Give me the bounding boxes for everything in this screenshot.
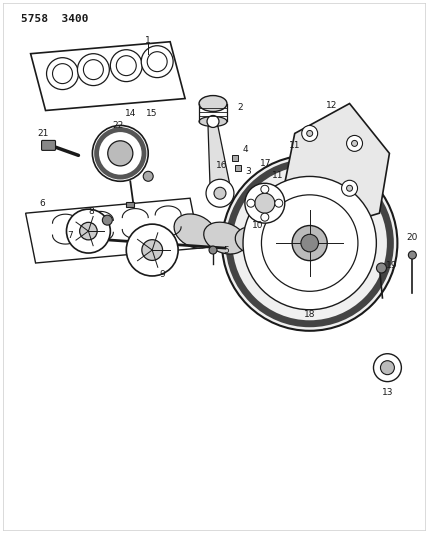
Circle shape (342, 180, 357, 196)
Bar (126, 202, 134, 207)
Text: 15: 15 (146, 109, 158, 118)
Circle shape (262, 195, 358, 292)
Text: 16: 16 (216, 161, 228, 170)
Text: 3: 3 (245, 167, 251, 176)
FancyBboxPatch shape (42, 140, 56, 150)
Circle shape (110, 50, 142, 82)
Circle shape (347, 185, 353, 191)
Circle shape (302, 125, 318, 141)
Circle shape (408, 251, 416, 259)
Circle shape (206, 179, 234, 207)
Text: 18: 18 (304, 310, 315, 319)
Circle shape (261, 213, 269, 221)
Ellipse shape (204, 222, 246, 254)
Circle shape (147, 52, 167, 71)
Circle shape (126, 224, 178, 276)
Text: 2: 2 (237, 103, 243, 112)
Bar (232, 155, 238, 161)
Circle shape (245, 183, 285, 223)
Text: 8: 8 (89, 207, 94, 216)
Polygon shape (285, 103, 389, 228)
Ellipse shape (199, 95, 227, 111)
Circle shape (347, 135, 363, 151)
Circle shape (102, 215, 112, 225)
Circle shape (207, 116, 219, 127)
Text: 13: 13 (382, 388, 393, 397)
Circle shape (307, 131, 313, 136)
Text: 14: 14 (125, 109, 136, 118)
Text: 5758  3400: 5758 3400 (21, 14, 88, 24)
Circle shape (143, 171, 153, 181)
Circle shape (66, 209, 110, 253)
Text: 9: 9 (159, 270, 165, 279)
Circle shape (261, 185, 269, 193)
Circle shape (142, 240, 163, 261)
Text: 17: 17 (260, 159, 272, 168)
Circle shape (47, 58, 78, 90)
Circle shape (83, 60, 103, 79)
Circle shape (301, 235, 318, 252)
Ellipse shape (199, 117, 227, 126)
Text: 1: 1 (146, 36, 151, 45)
Circle shape (377, 263, 386, 273)
Circle shape (53, 63, 72, 84)
Text: 11: 11 (289, 141, 300, 150)
Circle shape (255, 193, 275, 213)
Text: 6: 6 (40, 199, 45, 208)
Text: 20: 20 (407, 232, 418, 241)
Circle shape (77, 54, 109, 86)
Circle shape (209, 246, 217, 254)
Text: 12: 12 (326, 101, 337, 110)
Circle shape (80, 222, 97, 240)
Circle shape (214, 187, 226, 199)
Text: 10: 10 (252, 221, 264, 230)
Polygon shape (26, 198, 200, 263)
Circle shape (292, 225, 327, 261)
Circle shape (116, 55, 136, 76)
Text: 19: 19 (386, 261, 397, 270)
Circle shape (275, 199, 283, 207)
Text: 11: 11 (272, 171, 283, 180)
Circle shape (380, 361, 395, 375)
Bar (235, 165, 241, 171)
Ellipse shape (174, 214, 216, 248)
Circle shape (247, 199, 255, 207)
Text: 5: 5 (223, 246, 229, 255)
Text: 22: 22 (113, 121, 124, 130)
Polygon shape (208, 126, 230, 185)
Ellipse shape (260, 222, 296, 248)
Circle shape (374, 354, 401, 382)
Circle shape (351, 140, 357, 147)
Circle shape (243, 176, 376, 310)
Text: 4: 4 (242, 145, 248, 154)
Text: 7: 7 (68, 231, 73, 240)
Circle shape (222, 155, 398, 331)
Ellipse shape (235, 227, 274, 255)
Circle shape (92, 125, 148, 181)
Circle shape (141, 46, 173, 78)
Polygon shape (30, 42, 185, 110)
Text: 21: 21 (37, 129, 48, 138)
Circle shape (108, 141, 133, 166)
